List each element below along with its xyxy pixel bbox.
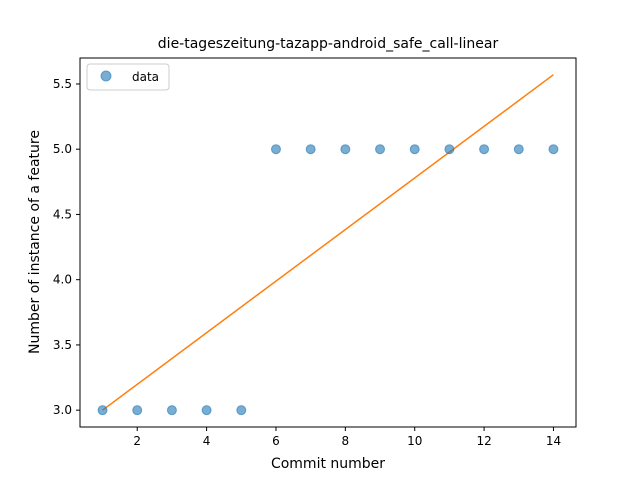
data-point bbox=[236, 405, 247, 416]
x-tick-label: 4 bbox=[203, 434, 211, 448]
data-point bbox=[166, 405, 177, 416]
x-tick-label: 8 bbox=[342, 434, 350, 448]
data-point bbox=[97, 405, 108, 416]
legend: data bbox=[86, 63, 170, 91]
legend-marker-data bbox=[100, 70, 112, 82]
x-axis-label: Commit number bbox=[271, 456, 385, 472]
legend-box bbox=[86, 63, 170, 91]
y-tick-label: 5.0 bbox=[53, 142, 72, 156]
plot-area bbox=[97, 74, 559, 416]
chart-title: die-tageszeitung-tazapp-android_safe_cal… bbox=[158, 36, 499, 52]
fit-line bbox=[102, 74, 554, 411]
x-tick-label: 10 bbox=[407, 434, 422, 448]
x-tick-label: 2 bbox=[133, 434, 141, 448]
y-tick-label: 3.5 bbox=[53, 338, 72, 352]
data-point bbox=[409, 144, 420, 155]
data-point bbox=[513, 144, 524, 155]
y-tick-label: 4.5 bbox=[53, 207, 72, 221]
x-tick-label: 14 bbox=[546, 434, 561, 448]
data-point bbox=[375, 144, 386, 155]
y-axis: 3.0 3.5 4.0 4.5 5.0 5.5 bbox=[53, 77, 80, 417]
data-point bbox=[444, 144, 455, 155]
axes-frame bbox=[79, 57, 577, 428]
x-axis: 2 4 6 8 10 12 14 bbox=[133, 427, 561, 448]
y-tick-label: 3.0 bbox=[53, 403, 72, 417]
y-axis-label: Number of instance of a feature bbox=[27, 130, 43, 354]
data-point bbox=[201, 405, 212, 416]
x-tick-label: 12 bbox=[476, 434, 491, 448]
y-tick-label: 5.5 bbox=[53, 77, 72, 91]
data-point bbox=[340, 144, 351, 155]
data-point bbox=[270, 144, 281, 155]
data-point bbox=[305, 144, 316, 155]
data-point bbox=[479, 144, 490, 155]
y-tick-label: 4.0 bbox=[53, 273, 72, 287]
data-point bbox=[548, 144, 559, 155]
x-tick-label: 6 bbox=[272, 434, 280, 448]
data-point bbox=[132, 405, 143, 416]
legend-label-data: data bbox=[132, 70, 159, 84]
